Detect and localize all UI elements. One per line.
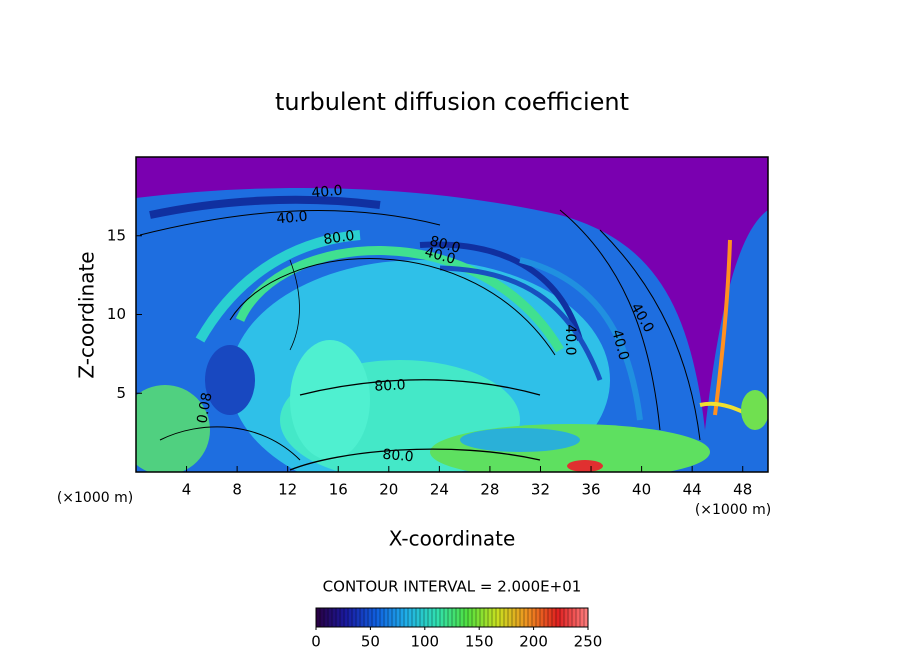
contour-label: 80.0 bbox=[428, 233, 462, 257]
x-tick-label: 28 bbox=[480, 481, 499, 499]
y-tick-label: 10 bbox=[107, 305, 126, 323]
contour-label: 40.0 bbox=[562, 324, 578, 355]
colorbar-tick-label: 0 bbox=[311, 633, 321, 651]
y-unit-label: (×1000 m) bbox=[57, 490, 133, 506]
y-tick-label: 5 bbox=[116, 384, 126, 402]
x-tick-label: 24 bbox=[430, 481, 449, 499]
x-tick-label: 12 bbox=[278, 481, 297, 499]
colorbar-tick-label: 100 bbox=[410, 633, 439, 651]
x-tick-label: 16 bbox=[329, 481, 348, 499]
contour-label: 40.0 bbox=[423, 244, 457, 268]
contour-label: 80.0 bbox=[322, 228, 355, 248]
contour-label: 80.0 bbox=[382, 447, 414, 466]
contour-label: 40.0 bbox=[311, 183, 343, 202]
x-tick-label: 32 bbox=[531, 481, 550, 499]
contour-label: 80.0 bbox=[374, 377, 406, 395]
colorbar-tick-label: 50 bbox=[361, 633, 380, 651]
field bbox=[136, 157, 768, 472]
colorbar-tick-label: 150 bbox=[465, 633, 494, 651]
x-axis-label: X-coordinate bbox=[389, 527, 516, 551]
colorbar-tick-label: 250 bbox=[574, 633, 603, 651]
chart-title: turbulent diffusion coefficient bbox=[275, 88, 629, 116]
x-tick-label: 36 bbox=[581, 481, 600, 499]
colorbar-tick-label: 200 bbox=[519, 633, 548, 651]
x-tick-label: 20 bbox=[379, 481, 398, 499]
contour-label: 0.08 bbox=[194, 391, 215, 424]
contour-label: 40.0 bbox=[276, 209, 308, 228]
y-tick-label: 15 bbox=[107, 226, 126, 244]
y-axis-label: Z-coordinate bbox=[75, 251, 99, 378]
contour-interval: CONTOUR INTERVAL = 2.000E+01 bbox=[323, 578, 582, 596]
x-tick-label: 4 bbox=[182, 481, 192, 499]
x-tick-label: 40 bbox=[632, 481, 651, 499]
x-tick-label: 8 bbox=[232, 481, 242, 499]
x-tick-label: 44 bbox=[683, 481, 702, 499]
x-unit-label: (×1000 m) bbox=[695, 502, 771, 518]
x-tick-label: 48 bbox=[733, 481, 752, 499]
contour-label: 40.0 bbox=[608, 328, 632, 362]
